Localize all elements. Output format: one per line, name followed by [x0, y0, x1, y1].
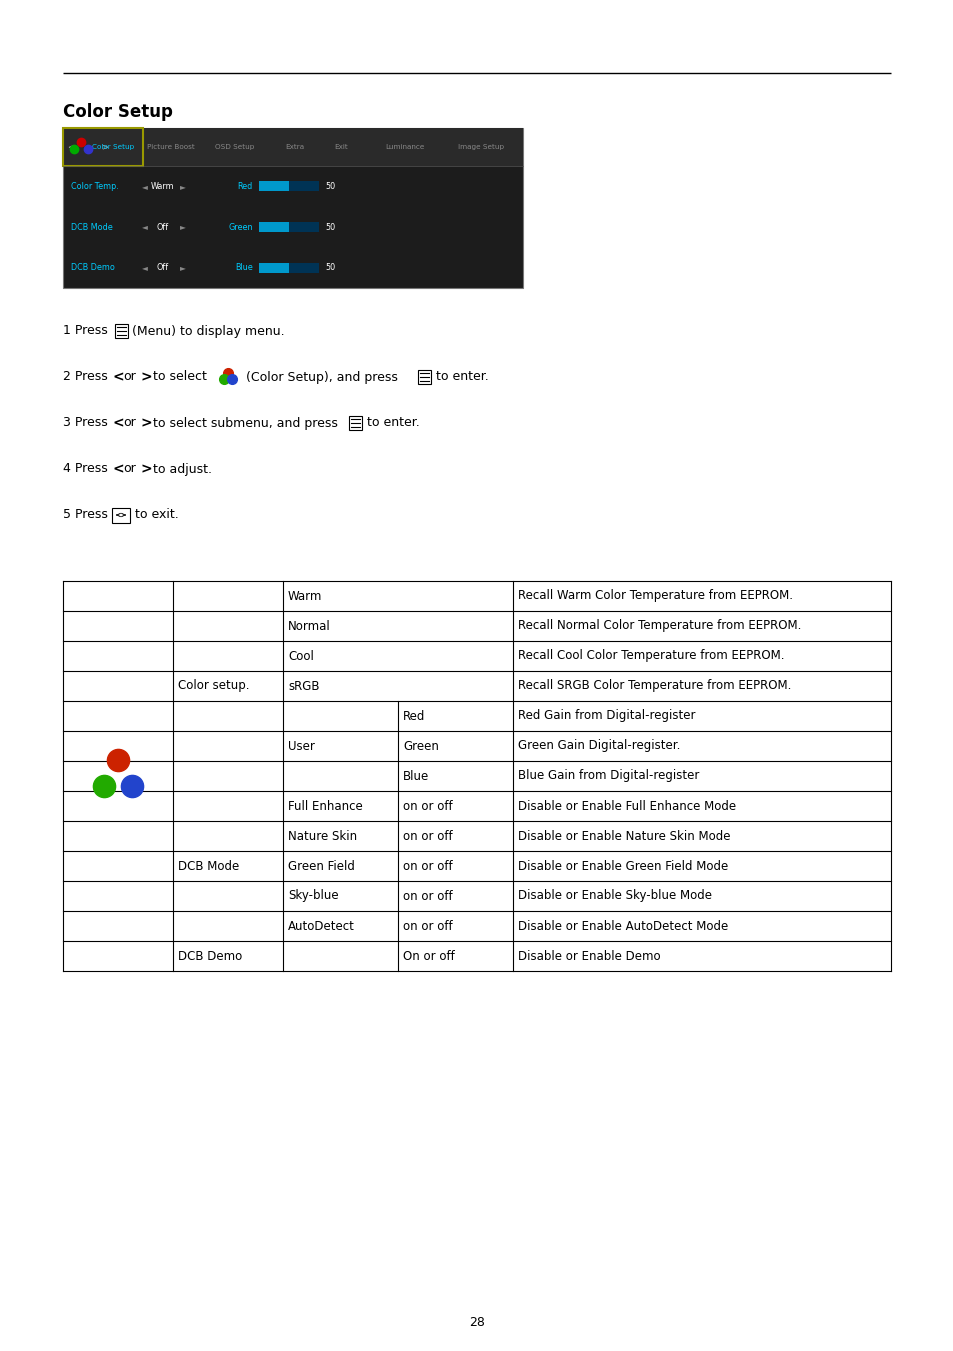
Text: to select submenu, and press: to select submenu, and press [152, 416, 337, 430]
Text: on or off: on or off [402, 920, 452, 932]
Text: >: > [141, 370, 152, 384]
Text: to enter.: to enter. [436, 370, 488, 384]
Text: Disable or Enable AutoDetect Mode: Disable or Enable AutoDetect Mode [517, 920, 727, 932]
Text: 2 Press: 2 Press [63, 370, 108, 384]
Text: On or off: On or off [402, 950, 455, 962]
Text: 4 Press: 4 Press [63, 462, 108, 476]
Text: ►: ► [180, 182, 186, 190]
Text: to select: to select [152, 370, 207, 384]
Text: DCB Demo: DCB Demo [71, 263, 114, 272]
Text: Color Setup: Color Setup [63, 103, 172, 122]
Text: 5 Press: 5 Press [63, 508, 108, 521]
Text: (Color Setup), and press: (Color Setup), and press [246, 370, 397, 384]
Text: Color Setup: Color Setup [91, 145, 134, 150]
Text: Red: Red [237, 182, 253, 190]
Text: to exit.: to exit. [135, 508, 178, 521]
FancyBboxPatch shape [63, 128, 143, 166]
Text: >: > [141, 416, 152, 430]
Text: Disable or Enable Sky-blue Mode: Disable or Enable Sky-blue Mode [517, 889, 711, 902]
Text: >: > [141, 462, 152, 476]
Text: Color setup.: Color setup. [178, 680, 250, 693]
Text: ◄: ◄ [142, 182, 148, 190]
Text: sRGB: sRGB [288, 680, 319, 693]
Text: Exit: Exit [334, 145, 348, 150]
FancyBboxPatch shape [63, 128, 522, 288]
Text: Image Setup: Image Setup [457, 145, 503, 150]
Text: ◄: ◄ [142, 223, 148, 231]
FancyBboxPatch shape [258, 262, 318, 273]
Text: Recall SRGB Color Temperature from EEPROM.: Recall SRGB Color Temperature from EEPRO… [517, 680, 791, 693]
Text: Warm: Warm [288, 589, 322, 603]
Text: or: or [123, 416, 135, 430]
Text: Blue: Blue [235, 263, 253, 272]
Text: DCB Mode: DCB Mode [178, 859, 239, 873]
Text: Recall Normal Color Temperature from EEPROM.: Recall Normal Color Temperature from EEP… [517, 620, 801, 632]
Text: DCB Mode: DCB Mode [71, 223, 112, 231]
Text: Off: Off [157, 263, 169, 272]
Text: ►: ► [180, 263, 186, 272]
Text: <: < [112, 370, 125, 384]
Text: Disable or Enable Full Enhance Mode: Disable or Enable Full Enhance Mode [517, 800, 736, 812]
Text: Blue Gain from Digital-register: Blue Gain from Digital-register [517, 770, 699, 782]
Text: User: User [288, 739, 314, 753]
Text: to adjust.: to adjust. [152, 462, 212, 476]
Text: Blue: Blue [402, 770, 429, 782]
FancyBboxPatch shape [63, 128, 522, 166]
Text: ◄: ◄ [142, 263, 148, 272]
Text: Off: Off [157, 223, 169, 231]
Text: Nature Skin: Nature Skin [288, 830, 356, 843]
Text: Extra: Extra [285, 145, 304, 150]
FancyBboxPatch shape [258, 181, 318, 192]
FancyBboxPatch shape [258, 222, 318, 232]
Text: Red: Red [402, 709, 425, 723]
Text: <: < [112, 462, 125, 476]
Text: ►: ► [180, 223, 186, 231]
Text: or: or [123, 370, 135, 384]
Text: Green Field: Green Field [288, 859, 355, 873]
Text: Color Temp.: Color Temp. [71, 182, 118, 190]
Text: Warm: Warm [151, 182, 174, 190]
Text: on or off: on or off [402, 889, 452, 902]
FancyBboxPatch shape [258, 181, 289, 192]
Text: Sky-blue: Sky-blue [288, 889, 338, 902]
Text: 1 Press: 1 Press [63, 324, 108, 338]
Text: Green: Green [402, 739, 438, 753]
Text: Recall Cool Color Temperature from EEPROM.: Recall Cool Color Temperature from EEPRO… [517, 650, 783, 662]
Text: to enter.: to enter. [367, 416, 419, 430]
Text: 50: 50 [325, 263, 335, 272]
Text: Disable or Enable Green Field Mode: Disable or Enable Green Field Mode [517, 859, 727, 873]
Text: 50: 50 [325, 223, 335, 231]
Text: 50: 50 [325, 182, 335, 190]
Text: on or off: on or off [402, 800, 452, 812]
Text: AutoDetect: AutoDetect [288, 920, 355, 932]
Text: Red Gain from Digital-register: Red Gain from Digital-register [517, 709, 695, 723]
Text: <: < [112, 416, 125, 430]
Text: >: > [101, 142, 108, 151]
Text: 28: 28 [469, 1316, 484, 1329]
Text: Green Gain Digital-register.: Green Gain Digital-register. [517, 739, 679, 753]
Text: Cool: Cool [288, 650, 314, 662]
Text: Disable or Enable Nature Skin Mode: Disable or Enable Nature Skin Mode [517, 830, 730, 843]
Text: DCB Demo: DCB Demo [178, 950, 242, 962]
Text: Full Enhance: Full Enhance [288, 800, 362, 812]
Text: Recall Warm Color Temperature from EEPROM.: Recall Warm Color Temperature from EEPRO… [517, 589, 792, 603]
FancyBboxPatch shape [258, 222, 289, 232]
Text: on or off: on or off [402, 859, 452, 873]
Text: Picture Boost: Picture Boost [147, 145, 194, 150]
Text: OSD Setup: OSD Setup [215, 145, 254, 150]
Text: (Menu) to display menu.: (Menu) to display menu. [132, 324, 284, 338]
Text: Luminance: Luminance [385, 145, 424, 150]
Text: Disable or Enable Demo: Disable or Enable Demo [517, 950, 659, 962]
Text: 3 Press: 3 Press [63, 416, 108, 430]
Text: Green: Green [229, 223, 253, 231]
Text: or: or [123, 462, 135, 476]
Text: Normal: Normal [288, 620, 331, 632]
Text: on or off: on or off [402, 830, 452, 843]
FancyBboxPatch shape [258, 262, 289, 273]
Text: <: < [67, 142, 74, 151]
